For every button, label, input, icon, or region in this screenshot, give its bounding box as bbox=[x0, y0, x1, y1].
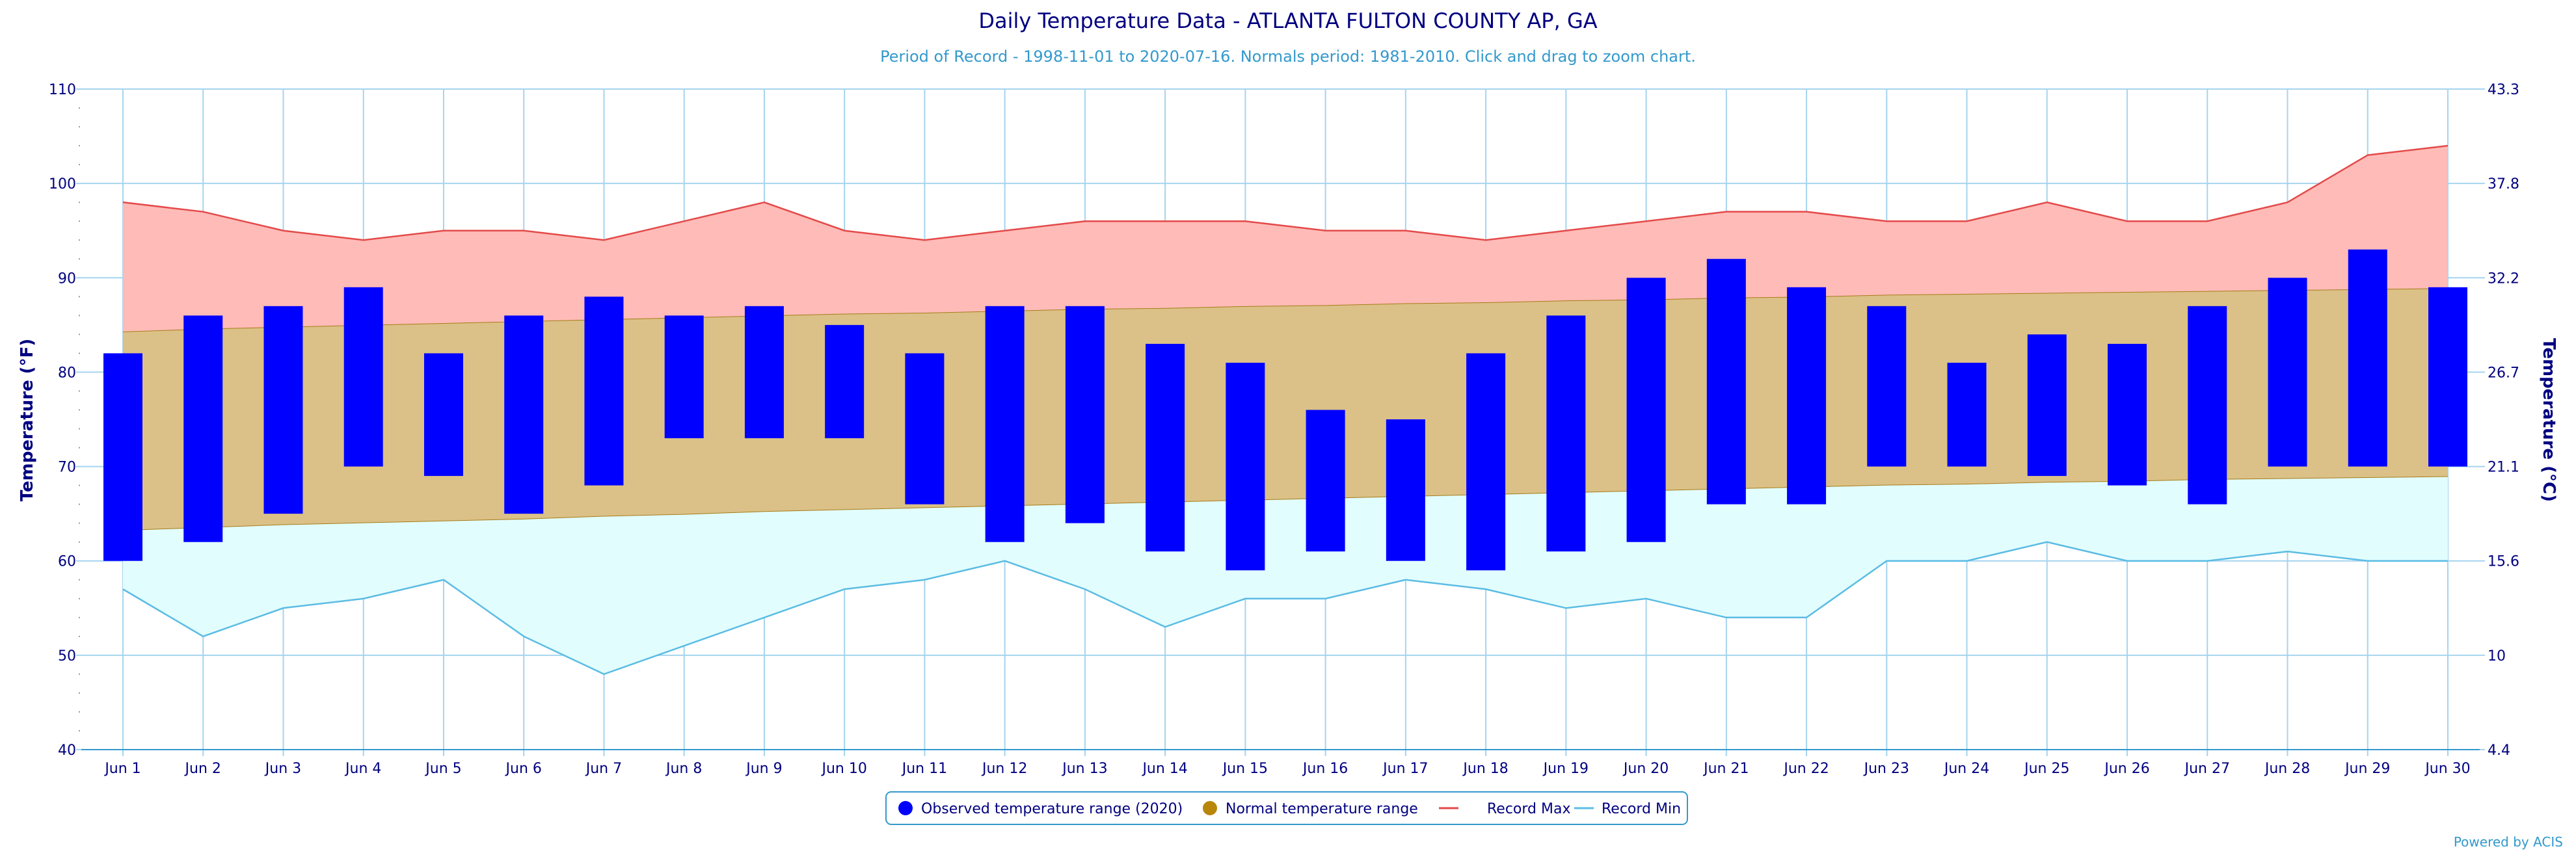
observed-bar bbox=[2428, 287, 2467, 467]
y-tick-label: 40 bbox=[58, 742, 76, 759]
x-tick-label: Jun 14 bbox=[1141, 761, 1187, 777]
y-tick-label-right: 37.8 bbox=[2488, 176, 2519, 192]
observed-bar bbox=[1706, 259, 1746, 505]
x-tick-label: Jun 28 bbox=[2264, 761, 2310, 777]
observed-bar bbox=[343, 287, 383, 467]
x-tick-label: Jun 19 bbox=[1542, 761, 1589, 777]
legend-normal-label[interactable]: Normal temperature range bbox=[1226, 801, 1418, 817]
x-tick-label: Jun 12 bbox=[981, 761, 1027, 777]
observed-bar bbox=[1626, 278, 1666, 542]
observed-bar bbox=[423, 353, 463, 477]
observed-bar bbox=[1065, 306, 1105, 523]
observed-bar bbox=[744, 306, 784, 439]
observed-bar bbox=[263, 306, 303, 514]
y-tick-label-right: 4.4 bbox=[2488, 742, 2510, 759]
observed-bar bbox=[2027, 334, 2067, 477]
x-tick-label: Jun 30 bbox=[2424, 761, 2470, 777]
observed-bar bbox=[2348, 249, 2387, 467]
observed-bar bbox=[103, 353, 142, 561]
record-max-band bbox=[123, 146, 2448, 332]
axes: 40 4.4 50 10 60 15.6 70 21.1 80 26.7 90 32.2 100 37.8… bbox=[49, 82, 2519, 777]
y-tick-label: 50 bbox=[58, 648, 76, 664]
y-axis-title-right: Temperature (°C) bbox=[2539, 338, 2558, 502]
legend-observed-label[interactable]: Observed temperature range (2020) bbox=[921, 801, 1183, 817]
chart-subtitle: Period of Record - 1998-11-01 to 2020-07… bbox=[880, 47, 1696, 66]
y-tick-label: 100 bbox=[49, 176, 76, 192]
observed-range-bars bbox=[103, 249, 2467, 571]
x-tick-label: Jun 18 bbox=[1462, 761, 1508, 777]
x-tick-label: Jun 20 bbox=[1622, 761, 1669, 777]
legend-record-max-label[interactable]: Record Max bbox=[1487, 801, 1571, 817]
observed-bar bbox=[2108, 343, 2147, 486]
observed-bar bbox=[1787, 287, 1827, 505]
x-tick-label: Jun 17 bbox=[1382, 761, 1428, 777]
x-tick-label: Jun 29 bbox=[2344, 761, 2390, 777]
x-tick-label: Jun 4 bbox=[344, 761, 381, 777]
x-tick-label: Jun 23 bbox=[1863, 761, 1909, 777]
legend: Observed temperature range (2020) Normal… bbox=[885, 791, 1688, 825]
observed-bar bbox=[1867, 306, 1907, 467]
observed-bar bbox=[1947, 362, 1987, 467]
x-tick-label: Jun 22 bbox=[1782, 761, 1829, 777]
record-lines bbox=[122, 144, 2449, 676]
y-axis-title-left: Temperature (°F) bbox=[18, 339, 37, 502]
x-tick-label: Jun 6 bbox=[505, 761, 542, 777]
y-tick-label: 60 bbox=[58, 554, 76, 570]
x-tick-label: Jun 24 bbox=[1943, 761, 1989, 777]
observed-bar bbox=[504, 315, 544, 514]
observed-bar bbox=[1466, 353, 1506, 571]
observed-bar bbox=[2188, 306, 2227, 505]
observed-bar bbox=[584, 296, 624, 486]
y-tick-label-right: 32.2 bbox=[2488, 270, 2519, 287]
y-tick-label-right: 26.7 bbox=[2488, 365, 2519, 381]
x-tick-label: Jun 7 bbox=[585, 761, 622, 777]
x-tick-label: Jun 16 bbox=[1302, 761, 1348, 777]
y-tick-label-right: 15.6 bbox=[2488, 554, 2519, 570]
normal-band bbox=[123, 288, 2448, 531]
x-tick-label: Jun 15 bbox=[1222, 761, 1268, 777]
observed-bar bbox=[1226, 362, 1265, 571]
legend-record-min-label[interactable]: Record Min bbox=[1602, 801, 1681, 817]
x-tick-label: Jun 27 bbox=[2184, 761, 2230, 777]
observed-bar bbox=[1146, 343, 1185, 552]
observed-bar bbox=[1386, 419, 1425, 561]
x-tick-label: Jun 10 bbox=[820, 761, 866, 777]
observed-bar bbox=[664, 315, 704, 439]
observed-bar bbox=[1306, 410, 1345, 552]
observed-bar bbox=[985, 306, 1025, 542]
x-tick-label: Jun 26 bbox=[2103, 761, 2149, 777]
x-tick-label: Jun 1 bbox=[103, 761, 141, 777]
x-tick-label: Jun 9 bbox=[745, 761, 782, 777]
observed-bar bbox=[1546, 315, 1586, 552]
y-tick-label-right: 10 bbox=[2488, 648, 2506, 664]
x-tick-label: Jun 8 bbox=[665, 761, 702, 777]
chart-title: Daily Temperature Data - ATLANTA FULTON … bbox=[978, 8, 1597, 33]
observed-bar bbox=[905, 353, 945, 505]
observed-bar bbox=[183, 315, 223, 542]
y-tick-label: 90 bbox=[58, 270, 76, 287]
x-tick-label: Jun 21 bbox=[1702, 761, 1749, 777]
observed-bar bbox=[825, 324, 865, 439]
y-tick-label-right: 43.3 bbox=[2488, 82, 2519, 98]
y-tick-label: 110 bbox=[49, 82, 76, 98]
legend-box bbox=[885, 791, 1688, 825]
credit-link[interactable]: Powered by ACIS bbox=[2454, 834, 2563, 850]
x-tick-label: Jun 25 bbox=[2023, 761, 2069, 777]
x-tick-label: Jun 11 bbox=[901, 761, 947, 777]
observed-bar bbox=[2268, 278, 2307, 467]
y-tick-label-right: 21.1 bbox=[2488, 460, 2519, 476]
x-tick-label: Jun 13 bbox=[1061, 761, 1107, 777]
record-max-line bbox=[122, 144, 2449, 241]
legend-normal-marker bbox=[1203, 801, 1217, 815]
x-tick-label: Jun 2 bbox=[184, 761, 221, 777]
y-tick-label: 80 bbox=[58, 365, 76, 381]
x-tick-label: Jun 3 bbox=[264, 761, 301, 777]
x-tick-label: Jun 5 bbox=[424, 761, 461, 777]
record-min-band bbox=[123, 477, 2448, 674]
record-min-line bbox=[122, 541, 2448, 676]
y-tick-label: 70 bbox=[58, 460, 76, 476]
legend-observed-marker bbox=[898, 801, 913, 815]
